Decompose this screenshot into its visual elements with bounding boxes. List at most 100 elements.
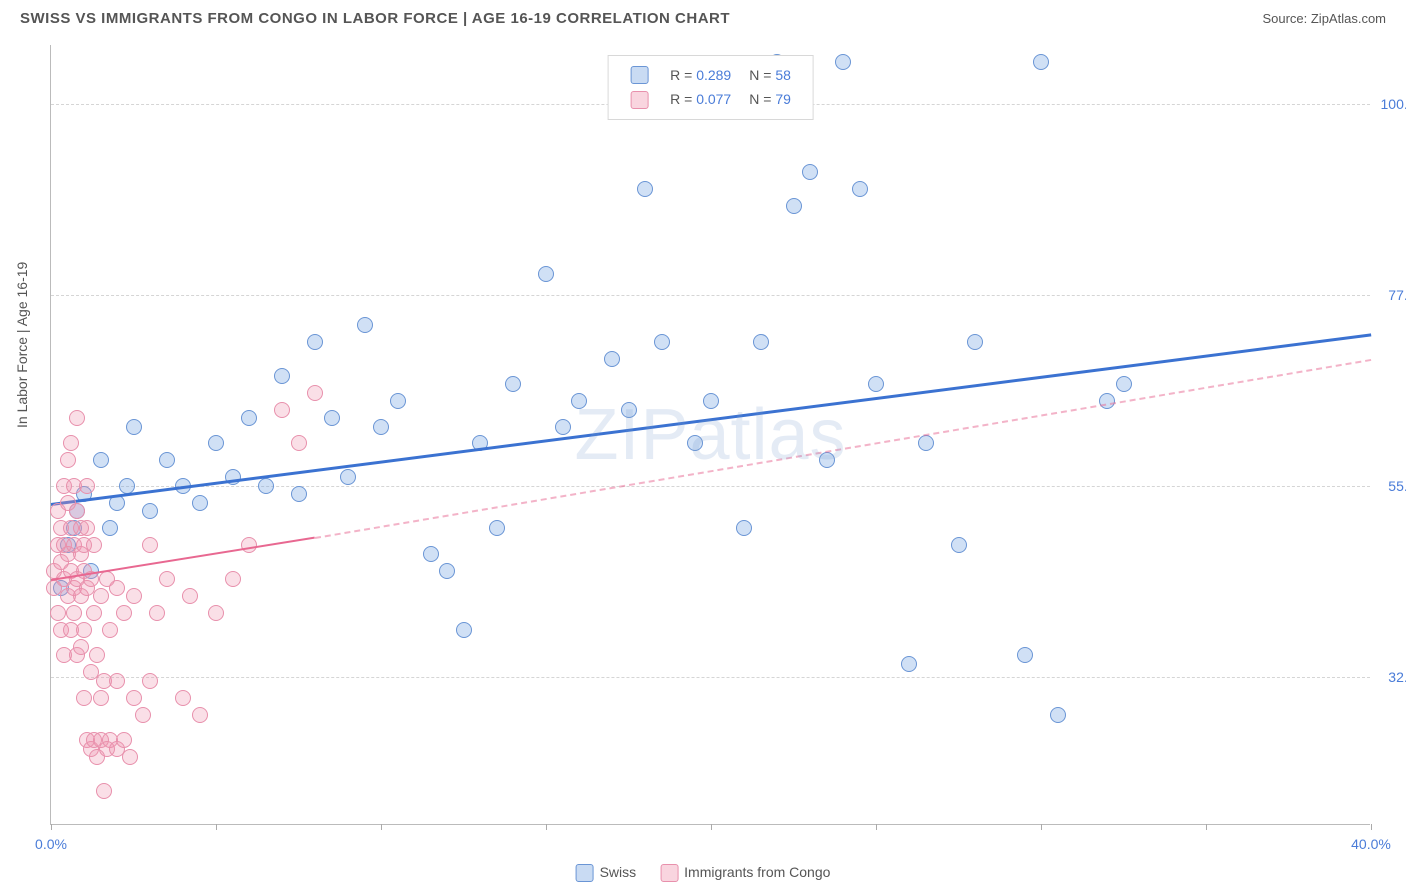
scatter-point: [654, 334, 670, 350]
scatter-point: [753, 334, 769, 350]
scatter-point: [324, 410, 340, 426]
legend-series: Swiss Immigrants from Congo: [576, 864, 831, 882]
scatter-point: [736, 520, 752, 536]
y-tick-label: 77.5%: [1388, 287, 1406, 303]
scatter-point: [802, 164, 818, 180]
scatter-point: [208, 435, 224, 451]
swatch-pink-icon: [630, 91, 648, 109]
legend-stats-row: R = 0.077 N = 79: [622, 88, 799, 110]
scatter-point: [102, 520, 118, 536]
scatter-point: [109, 580, 125, 596]
scatter-point: [69, 410, 85, 426]
scatter-point: [357, 317, 373, 333]
r-label: R =: [670, 67, 692, 83]
scatter-point: [274, 368, 290, 384]
scatter-point: [86, 537, 102, 553]
x-tick: [1041, 824, 1042, 830]
scatter-point: [555, 419, 571, 435]
scatter-point: [274, 402, 290, 418]
scatter-point: [1116, 376, 1132, 392]
scatter-point: [604, 351, 620, 367]
scatter-point: [439, 563, 455, 579]
scatter-point: [142, 503, 158, 519]
scatter-point: [571, 393, 587, 409]
scatter-point: [456, 622, 472, 638]
scatter-point: [79, 520, 95, 536]
scatter-point: [93, 690, 109, 706]
swatch-pink-icon: [660, 864, 678, 882]
scatter-point: [63, 435, 79, 451]
chart-plot-area: ZIPatlas R = 0.289 N = 58 R = 0.077 N = …: [50, 45, 1370, 825]
scatter-point: [307, 385, 323, 401]
scatter-point: [116, 732, 132, 748]
legend-stats: R = 0.289 N = 58 R = 0.077 N = 79: [607, 55, 814, 120]
swatch-blue-icon: [576, 864, 594, 882]
scatter-point: [1017, 647, 1033, 663]
scatter-point: [258, 478, 274, 494]
scatter-point: [786, 198, 802, 214]
scatter-point: [116, 605, 132, 621]
legend-item-swiss: Swiss: [576, 864, 637, 882]
scatter-point: [918, 435, 934, 451]
scatter-point: [76, 622, 92, 638]
scatter-point: [192, 707, 208, 723]
scatter-point: [93, 588, 109, 604]
scatter-point: [93, 452, 109, 468]
legend-stats-row: R = 0.289 N = 58: [622, 64, 799, 86]
r-value-swiss: 0.289: [696, 67, 731, 83]
scatter-point: [1050, 707, 1066, 723]
scatter-point: [505, 376, 521, 392]
scatter-point: [66, 605, 82, 621]
scatter-point: [373, 419, 389, 435]
y-axis-label: In Labor Force | Age 16-19: [14, 262, 30, 428]
x-tick-label: 40.0%: [1351, 836, 1391, 852]
x-tick: [1371, 824, 1372, 830]
scatter-point: [69, 503, 85, 519]
scatter-point: [182, 588, 198, 604]
source-label: Source: ZipAtlas.com: [1262, 11, 1386, 26]
scatter-point: [852, 181, 868, 197]
scatter-point: [390, 393, 406, 409]
scatter-point: [159, 571, 175, 587]
scatter-point: [637, 181, 653, 197]
x-tick: [546, 824, 547, 830]
scatter-point: [142, 673, 158, 689]
scatter-point: [122, 749, 138, 765]
scatter-point: [340, 469, 356, 485]
scatter-point: [50, 605, 66, 621]
scatter-point: [687, 435, 703, 451]
legend-item-congo: Immigrants from Congo: [660, 864, 830, 882]
scatter-point: [241, 410, 257, 426]
scatter-point: [126, 588, 142, 604]
scatter-point: [175, 690, 191, 706]
n-label: N =: [749, 67, 771, 83]
scatter-point: [868, 376, 884, 392]
legend-label: Immigrants from Congo: [684, 864, 830, 880]
gridline-h: [51, 677, 1370, 678]
scatter-point: [142, 537, 158, 553]
scatter-point: [967, 334, 983, 350]
scatter-point: [538, 266, 554, 282]
scatter-point: [192, 495, 208, 511]
scatter-point: [126, 419, 142, 435]
scatter-point: [835, 54, 851, 70]
y-tick-label: 100.0%: [1381, 96, 1406, 112]
scatter-point: [621, 402, 637, 418]
n-label: N =: [749, 91, 771, 107]
scatter-point: [819, 452, 835, 468]
x-tick: [1206, 824, 1207, 830]
scatter-point: [79, 478, 95, 494]
scatter-point: [307, 334, 323, 350]
swatch-blue-icon: [630, 66, 648, 84]
scatter-point: [135, 707, 151, 723]
scatter-point: [109, 673, 125, 689]
x-tick: [381, 824, 382, 830]
n-value-swiss: 58: [775, 67, 791, 83]
scatter-point: [102, 622, 118, 638]
gridline-h: [51, 486, 1370, 487]
x-tick: [216, 824, 217, 830]
r-value-congo: 0.077: [696, 91, 731, 107]
scatter-point: [76, 690, 92, 706]
scatter-point: [159, 452, 175, 468]
scatter-point: [208, 605, 224, 621]
